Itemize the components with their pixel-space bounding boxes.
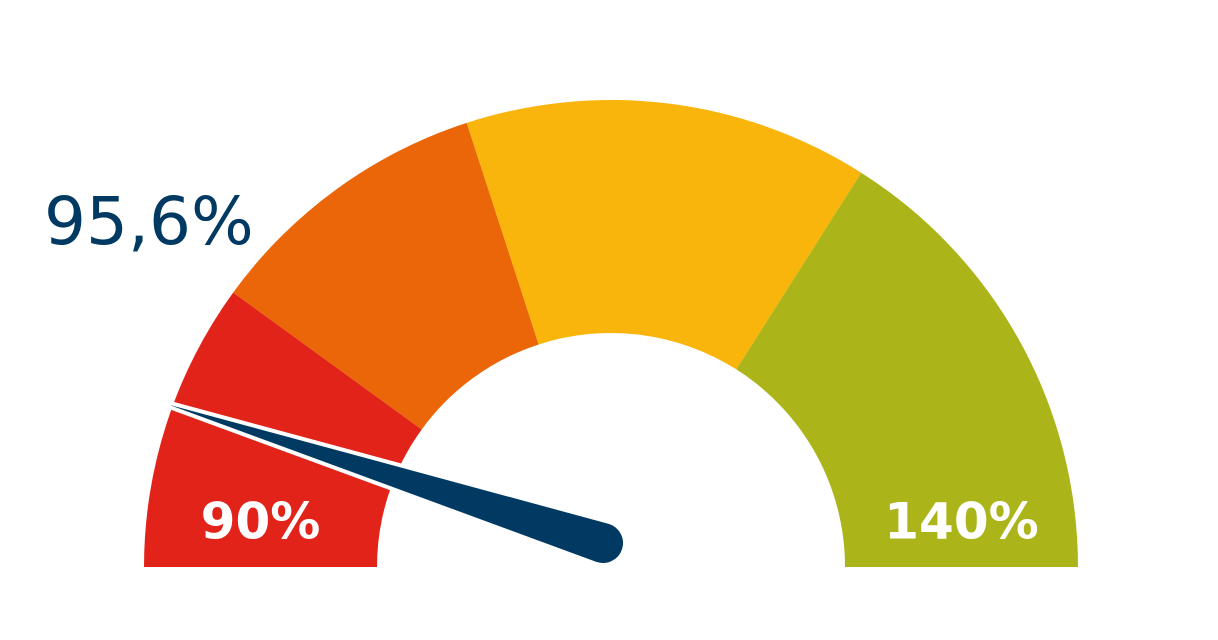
tick-label: 90% <box>201 493 321 551</box>
gauge-band <box>466 100 862 370</box>
needle <box>166 400 627 567</box>
gauge-band <box>144 292 422 567</box>
gauge-band <box>233 122 539 430</box>
value-label: 95,6% <box>44 183 254 260</box>
gauge-band <box>736 172 1078 567</box>
tick-label: 140% <box>884 493 1038 551</box>
